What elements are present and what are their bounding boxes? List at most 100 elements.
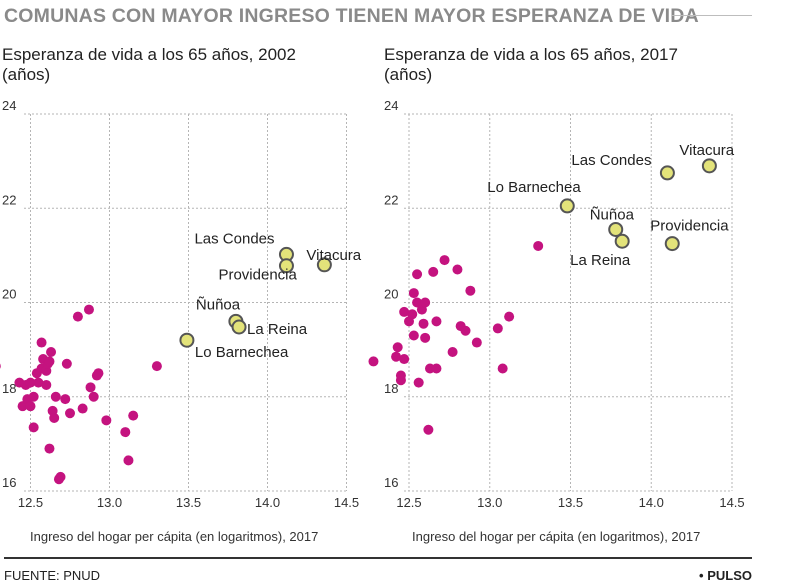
data-point [439,255,450,266]
y-tick-label: 18 [384,381,398,396]
data-point [77,403,88,414]
highlight-point [701,158,717,174]
data-point [420,332,431,343]
data-point [407,309,418,320]
point-label: Lo Barnechea [195,344,289,361]
data-point [452,264,463,275]
highlight-point [179,332,195,348]
data-point [408,330,419,341]
data-point [504,311,515,322]
data-point [420,297,431,308]
x-tick-label: 14.5 [334,495,359,510]
y-tick-label: 24 [2,98,16,113]
y-axis-label: (años) [2,65,50,84]
data-point [93,368,104,379]
point-label: Providencia [650,218,729,235]
data-point [533,240,544,251]
data-point [28,391,39,402]
data-point [36,337,47,348]
headline: COMUNAS CON MAYOR INGRESO TIENEN MAYOR E… [4,5,699,27]
y-tick-label: 20 [2,287,16,302]
data-point [49,412,60,423]
x-tick-label: 12.5 [396,495,421,510]
highlight-point [316,257,332,273]
data-point [25,401,36,412]
y-tick-label: 18 [2,381,16,396]
chart-panel-1: Esperanza de vida a los 65 años, 2002(añ… [0,45,362,544]
data-point [447,346,458,357]
data-point [128,410,139,421]
point-label: Vitacura [679,142,734,159]
point-label: Providencia [218,267,297,284]
x-tick-label: 13.0 [97,495,122,510]
data-point [83,304,94,315]
y-axis-label: (años) [384,65,432,84]
data-point [120,427,131,438]
point-label: La Reina [247,321,308,338]
data-point [55,471,66,482]
brand-logo: • PULSO [699,568,752,583]
data-point [492,323,503,334]
data-point [151,361,162,372]
x-tick-label: 14.0 [255,495,280,510]
data-point [72,311,83,322]
data-point [465,285,476,296]
data-point [60,394,71,405]
data-point [50,391,61,402]
data-point [46,346,57,357]
y-tick-label: 22 [384,192,398,207]
data-point [28,422,39,433]
point-label: La Reina [570,252,631,269]
data-point [471,337,482,348]
data-point [44,356,55,367]
data-point [61,358,72,369]
headline-rule [672,15,752,16]
data-point [497,363,508,374]
highlight-point [664,236,680,252]
data-point [41,379,52,390]
data-point [0,363,1,369]
x-tick-label: 13.5 [176,495,201,510]
data-point [412,269,423,280]
x-axis-label: Ingreso del hogar per cápita (en logarit… [412,529,700,544]
chart-title: Esperanza de vida a los 65 años, 2002 [2,45,296,64]
data-point [85,382,96,393]
y-tick-label: 16 [2,475,16,490]
x-axis-label: Ingreso del hogar per cápita (en logarit… [30,529,318,544]
data-point [423,424,434,435]
highlight-point [614,233,630,249]
data-point [399,306,410,317]
data-point [44,443,55,454]
x-tick-label: 12.5 [18,495,43,510]
chart-panel-2: Esperanza de vida a los 65 años, 2017(añ… [368,45,745,544]
data-point [88,391,99,402]
data-point [17,401,28,412]
data-point [413,377,424,388]
data-point [391,351,402,362]
data-point [392,342,403,353]
footer-rule [4,557,752,559]
y-tick-label: 24 [384,98,398,113]
point-label: Las Condes [571,152,651,169]
data-point [368,356,379,367]
data-point [395,370,406,381]
data-point [408,288,419,299]
data-point [101,415,112,426]
scatter-charts: Esperanza de vida a los 65 años, 2002(añ… [0,45,745,544]
point-label: Ñuñoa [196,296,241,313]
data-point [412,297,423,308]
data-point [431,316,442,327]
data-point [431,363,442,374]
point-label: Ñuñoa [590,206,635,223]
x-tick-label: 14.5 [719,495,744,510]
point-label: Las Condes [194,230,274,247]
data-point [25,377,36,388]
highlight-point [278,258,294,274]
y-tick-label: 20 [384,287,398,302]
x-tick-label: 14.0 [639,495,664,510]
y-tick-label: 16 [384,475,398,490]
x-tick-label: 13.0 [477,495,502,510]
data-point [418,318,429,329]
data-point [428,266,439,277]
highlight-point [231,319,247,335]
